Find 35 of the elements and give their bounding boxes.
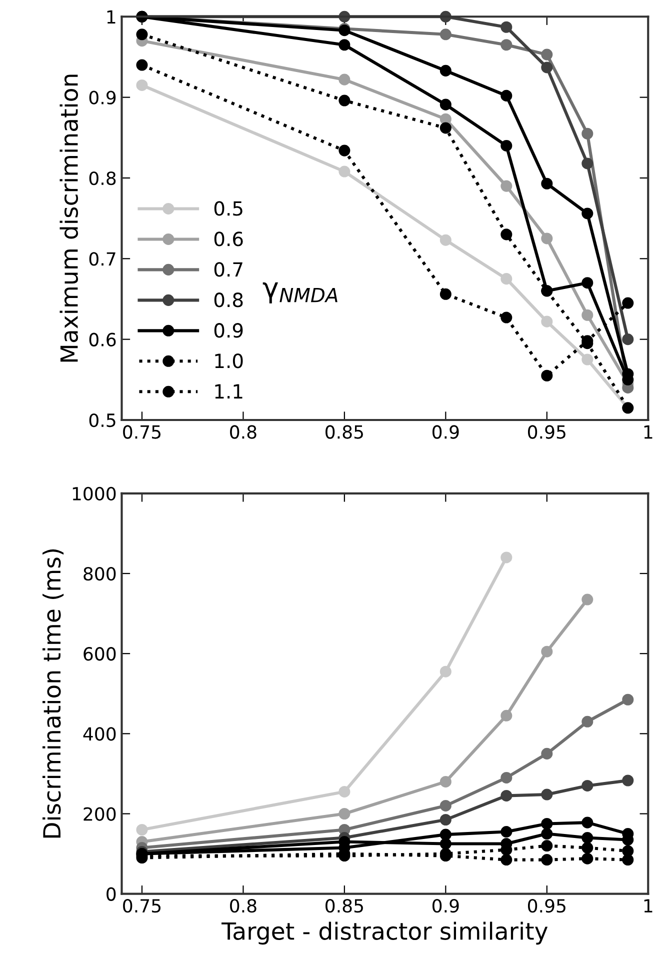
x-tick-label: 0.85 (326, 899, 363, 913)
y-tick-label: 0.9 (89, 90, 116, 104)
y-tick-label: 0.7 (89, 252, 116, 266)
x-tick-label: 0.8 (230, 425, 256, 439)
x-tick-label: 0.95 (528, 425, 566, 439)
x-tick-label: 0.75 (123, 425, 160, 439)
x-tick-label: 0.95 (528, 899, 566, 913)
y-tick-label: 0.6 (89, 332, 116, 346)
y-tick-label: 1 (107, 10, 116, 24)
legend-title: γ$_{NMDA}$ (262, 282, 338, 304)
x-tick-label: 0.9 (432, 425, 459, 439)
y-tick-label: 1000 (72, 486, 116, 501)
legend-label: 1.0 (215, 354, 243, 368)
x-tick-label: 0.85 (326, 425, 363, 439)
legend-label: 1.1 (215, 384, 242, 398)
legend-label: 0.7 (214, 262, 242, 277)
y-tick-label: 0.8 (89, 171, 116, 186)
legend-label: 0.6 (214, 232, 243, 246)
y-axis-title: Discrimination time (ms) (42, 549, 64, 838)
legend-label: 0.5 (214, 201, 242, 216)
y-tick-label: 0 (106, 887, 116, 901)
x-tick-label: 0.9 (432, 899, 459, 913)
legend-label: 0.8 (214, 292, 243, 308)
x-axis-title: Target - distractor similarity (222, 922, 548, 945)
x-tick-label: 0.8 (230, 899, 256, 913)
x-tick-label: 1 (644, 425, 652, 439)
x-tick-label: 1 (644, 899, 652, 912)
y-tick-label: 400 (83, 727, 116, 741)
y-tick-label: 600 (84, 647, 116, 661)
y-tick-label: 0.5 (89, 413, 116, 428)
y-tick-label: 200 (84, 807, 116, 821)
legend-label: 0.9 (214, 323, 243, 338)
y-tick-label: 800 (84, 566, 116, 581)
x-tick-label: 0.75 (123, 899, 160, 913)
y-axis-title: Maximum discrimination (60, 74, 78, 362)
